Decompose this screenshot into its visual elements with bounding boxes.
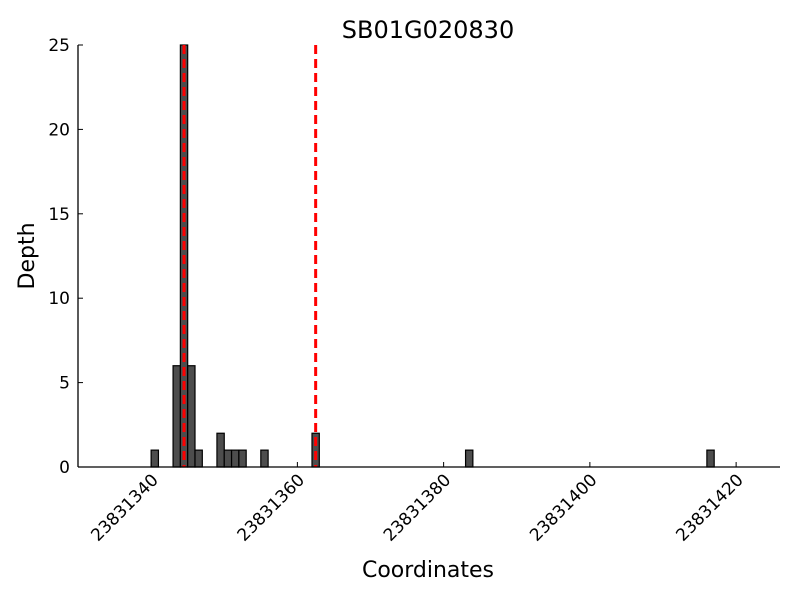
bar-9 (260, 449, 269, 468)
y-tick-label-1: 5 (59, 374, 70, 394)
bar-8 (238, 449, 247, 468)
x-tick-label-1: 23831360 (234, 470, 309, 545)
x-tick-label-2: 23831380 (380, 470, 455, 545)
y-tick-label-3: 15 (48, 205, 70, 225)
y-tick-label-5: 25 (48, 36, 70, 56)
bar-5 (216, 432, 225, 468)
bar-11 (464, 449, 474, 468)
bar-7 (230, 449, 240, 468)
x-tick-label-0: 23831340 (87, 470, 162, 545)
x-tick-label-4: 23831420 (672, 470, 747, 545)
bar-4 (194, 449, 203, 468)
bar-3 (187, 365, 196, 468)
x-axis-label: Coordinates (362, 558, 494, 583)
bar-1 (172, 365, 181, 468)
y-tick-label-4: 20 (48, 120, 70, 140)
y-tick-label-2: 10 (48, 289, 70, 309)
bar-12 (706, 449, 715, 468)
y-tick-label-0: 0 (59, 458, 70, 478)
chart-title: SB01G020830 (342, 16, 514, 44)
bar-6 (223, 449, 233, 468)
y-axis-label: Depth (15, 222, 40, 289)
x-tick-label-3: 23831400 (526, 470, 601, 545)
bar-0 (150, 449, 160, 468)
